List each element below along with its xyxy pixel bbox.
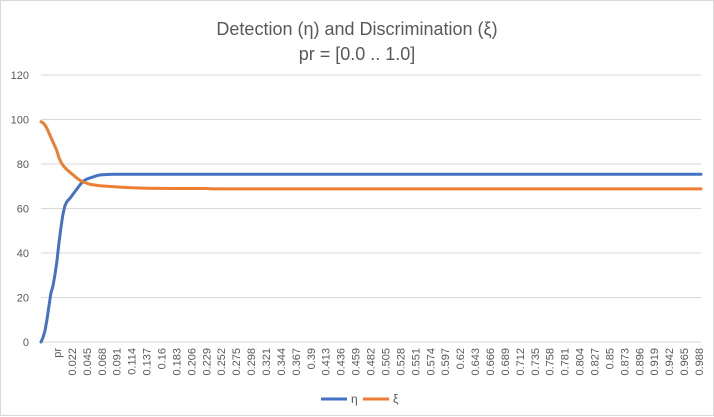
y-tick-label: 120 [11, 70, 29, 82]
x-tick-label: 0.298 [246, 348, 258, 376]
x-tick-label: 0.528 [395, 348, 407, 376]
x-tick-label: 0.643 [470, 348, 482, 376]
x-tick-label: 0.919 [649, 348, 661, 376]
x-tick-label: 0.206 [186, 348, 198, 376]
x-tick-label: 0.712 [515, 348, 527, 376]
x-tick-label: 0.666 [485, 348, 497, 376]
x-tick-label: pr [52, 348, 64, 358]
x-tick-label: 0.367 [291, 348, 303, 376]
x-tick-label: 0.942 [664, 348, 676, 376]
y-tick-label: 60 [17, 204, 29, 216]
x-tick-label: 0.436 [336, 348, 348, 376]
x-tick-label: 0.252 [216, 348, 228, 376]
y-axis-ticks: 0 20 40 60 80 100 120 [11, 70, 29, 349]
x-tick-label: 0.344 [276, 348, 288, 376]
y-tick-label: 20 [17, 293, 29, 305]
x-tick-label: 0.459 [351, 348, 363, 376]
x-tick-label: 0.229 [201, 348, 213, 376]
x-tick-label: 0.045 [82, 348, 94, 376]
x-tick-label: 0.16 [157, 348, 169, 369]
x-tick-label: 0.137 [142, 348, 154, 376]
x-tick-label: 0.896 [634, 348, 646, 376]
x-tick-label: 0.183 [171, 348, 183, 376]
y-tick-label: 100 [11, 115, 29, 127]
x-tick-label: 0.091 [112, 348, 124, 376]
x-tick-label: 0.068 [97, 348, 109, 376]
x-tick-label: 0.873 [619, 348, 631, 376]
chart-subtitle: pr = [0.0 .. 1.0] [299, 44, 416, 64]
x-tick-label: 0.758 [545, 348, 557, 376]
x-tick-label: 0.827 [589, 348, 601, 376]
x-tick-label: 0.965 [679, 348, 691, 376]
gridlines [41, 74, 701, 343]
x-tick-label: 0.597 [440, 348, 452, 376]
legend-label: η [351, 392, 358, 406]
x-tick-label: 0.413 [321, 348, 333, 376]
x-tick-label: 0.804 [575, 348, 587, 376]
x-axis-ticks: pr 0.022 0.045 0.068 0.091 0.114 0.137 0.16 0.18… [52, 348, 706, 376]
chart-title: Detection (η) and Discrimination (ξ) [216, 19, 497, 39]
x-tick-label: 0.321 [261, 348, 273, 376]
x-tick-label: 0.114 [127, 348, 139, 375]
series-line-2 [39, 120, 703, 191]
y-tick-label: 0 [23, 337, 29, 349]
series-line-1 [39, 172, 703, 344]
x-tick-label: 0.482 [366, 348, 378, 376]
legend-label: ξ [393, 392, 399, 406]
x-tick-label: 0.39 [306, 348, 318, 369]
y-tick-label: 40 [17, 248, 29, 260]
x-tick-label: 0.85 [604, 348, 616, 369]
series-lines [39, 120, 703, 344]
x-tick-label: 0.735 [530, 348, 542, 376]
x-tick-label: 0.781 [560, 348, 572, 376]
x-tick-label: 0.022 [67, 348, 79, 376]
x-tick-label: 0.988 [694, 348, 706, 376]
x-tick-label: 0.505 [380, 348, 392, 376]
y-tick-label: 80 [17, 159, 29, 171]
x-tick-label: 0.275 [231, 348, 243, 376]
x-tick-label: 0.574 [425, 348, 437, 376]
x-tick-label: 0.689 [500, 348, 512, 376]
x-tick-label: 0.62 [455, 348, 467, 369]
x-tick-label: 0.551 [410, 348, 422, 376]
